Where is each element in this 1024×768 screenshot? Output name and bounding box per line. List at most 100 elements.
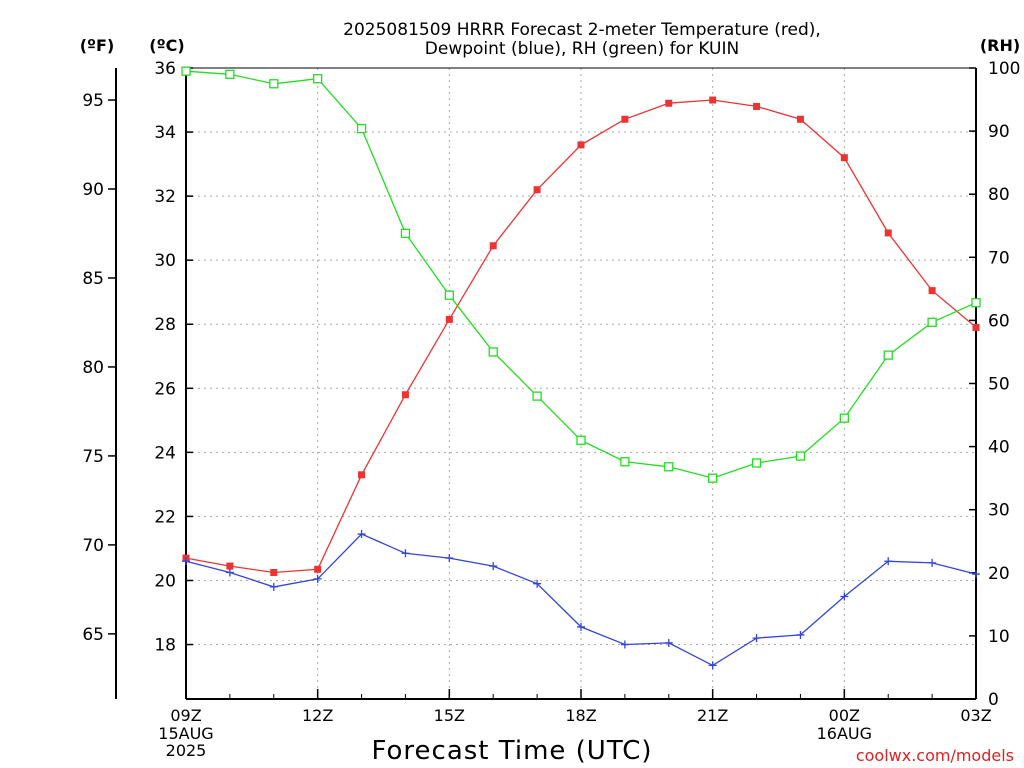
dewpoint-point [664, 638, 673, 647]
rh-point [313, 74, 323, 84]
temperature-point [401, 391, 409, 399]
fahrenheit-tick-label: 65 [82, 625, 104, 645]
rh-point [356, 123, 367, 134]
rh-point [181, 66, 191, 76]
celsius-unit-label: (ºC) [149, 36, 184, 55]
chart-title-line2: Dewpoint (blue), RH (green) for KUIN [425, 39, 739, 59]
grid-lines [186, 68, 976, 699]
rh-point [795, 451, 806, 461]
temperature-point [358, 471, 366, 479]
fahrenheit-tick-label: 85 [82, 269, 104, 289]
celsius-tick-label: 34 [154, 123, 176, 143]
dewpoint-point [796, 630, 805, 639]
rh-point [927, 317, 937, 327]
rh-unit-label: (RH) [980, 36, 1020, 55]
dewpoint-point [269, 582, 278, 591]
temperature-point [753, 102, 761, 110]
celsius-tick-label: 18 [154, 636, 176, 656]
dewpoint-point [182, 557, 190, 566]
rh-point [971, 298, 981, 308]
x-tick-label: 12Z [302, 706, 333, 725]
x-axis-label: Forecast Time (UTC) [371, 736, 652, 766]
rh-tick-label: 60 [988, 311, 1010, 331]
temperature-point [796, 115, 804, 123]
dewpoint-point [489, 562, 498, 571]
temperature-point [665, 99, 673, 107]
rh-tick-label: 10 [988, 627, 1010, 647]
dewpoint-point [840, 592, 849, 601]
rh-point [883, 350, 893, 360]
dewpoint-point [928, 558, 937, 567]
dewpoint-point [708, 661, 717, 670]
dewpoint-point [357, 530, 366, 539]
temperature-point [270, 568, 278, 576]
temperature-point [577, 141, 585, 149]
rh-point [488, 347, 498, 357]
fahrenheit-tick-label: 70 [82, 536, 104, 556]
rh-point [839, 413, 849, 423]
rh-tick-label: 100 [988, 59, 1020, 79]
celsius-tick-label: 24 [154, 443, 176, 463]
temperature-point [226, 562, 234, 570]
rh-point [400, 228, 411, 238]
temperature-point [709, 96, 717, 104]
temperature-point [314, 565, 322, 573]
dewpoint-point [533, 579, 542, 588]
x-tick-sublabel: 16AUG [817, 724, 872, 743]
x-tick-sublabel: 15AUG [158, 724, 213, 743]
rh-tick-label: 40 [988, 438, 1010, 458]
celsius-tick-label: 26 [154, 379, 176, 399]
x-tick-label: 15Z [434, 706, 465, 725]
temperature-point [621, 115, 629, 123]
chart-title-line1: 2025081509 HRRR Forecast 2-meter Tempera… [343, 20, 821, 40]
data-series [181, 66, 981, 670]
celsius-tick-label: 20 [154, 571, 176, 591]
dewpoint-point [752, 634, 761, 643]
fahrenheit-tick-label: 95 [82, 91, 104, 111]
celsius-tick-label: 36 [154, 59, 176, 79]
celsius-tick-label: 22 [154, 507, 176, 527]
temperature-point [445, 315, 453, 323]
temperature-point [972, 323, 980, 331]
rh-tick-label: 50 [988, 375, 1010, 395]
fahrenheit-tick-label: 75 [82, 447, 104, 467]
fahrenheit-unit-label: (ºF) [80, 36, 115, 55]
rh-point [620, 457, 630, 467]
x-tick-sublabel: 2025 [166, 741, 207, 760]
x-tick-label: 21Z [697, 706, 728, 725]
rh-point [269, 79, 279, 89]
celsius-tick-label: 32 [154, 187, 176, 207]
temperature-point [533, 186, 541, 194]
rh-tick-label: 0 [988, 690, 999, 710]
rh-point [225, 69, 235, 79]
rh-tick-label: 30 [988, 501, 1010, 521]
x-tick-label: 03Z [960, 706, 991, 725]
rh-tick-label: 90 [988, 122, 1010, 142]
dewpoint-point [401, 549, 410, 558]
dewpoint-point [445, 554, 454, 563]
rh-point [576, 435, 586, 445]
temperature-point [884, 229, 892, 237]
credit-text: coolwx.com/models [856, 746, 1014, 765]
x-tick-label: 09Z [170, 706, 201, 725]
rh-tick-label: 80 [988, 185, 1010, 205]
celsius-tick-label: 28 [154, 315, 176, 335]
rh-point [664, 462, 674, 472]
dewpoint-point [577, 622, 585, 631]
dewpoint-point [313, 574, 322, 583]
rh-tick-label: 70 [988, 248, 1010, 268]
dewpoint-point [884, 557, 893, 566]
fahrenheit-tick-label: 90 [82, 180, 104, 200]
temperature-point [489, 242, 497, 250]
dewpoint-point [620, 640, 629, 649]
x-tick-label: 00Z [829, 706, 860, 725]
rh-point [708, 473, 718, 483]
dewpoint-point [225, 568, 234, 577]
rh-point [751, 458, 762, 468]
celsius-tick-label: 30 [154, 251, 176, 271]
axes: 65 70 75 80 85 90 95 18 20 22 24 26 28 30 32 34 36 0 10 20 3… [82, 59, 1020, 760]
rh-tick-label: 20 [988, 564, 1010, 584]
temperature-point [928, 287, 936, 295]
temperature-point [840, 154, 848, 162]
